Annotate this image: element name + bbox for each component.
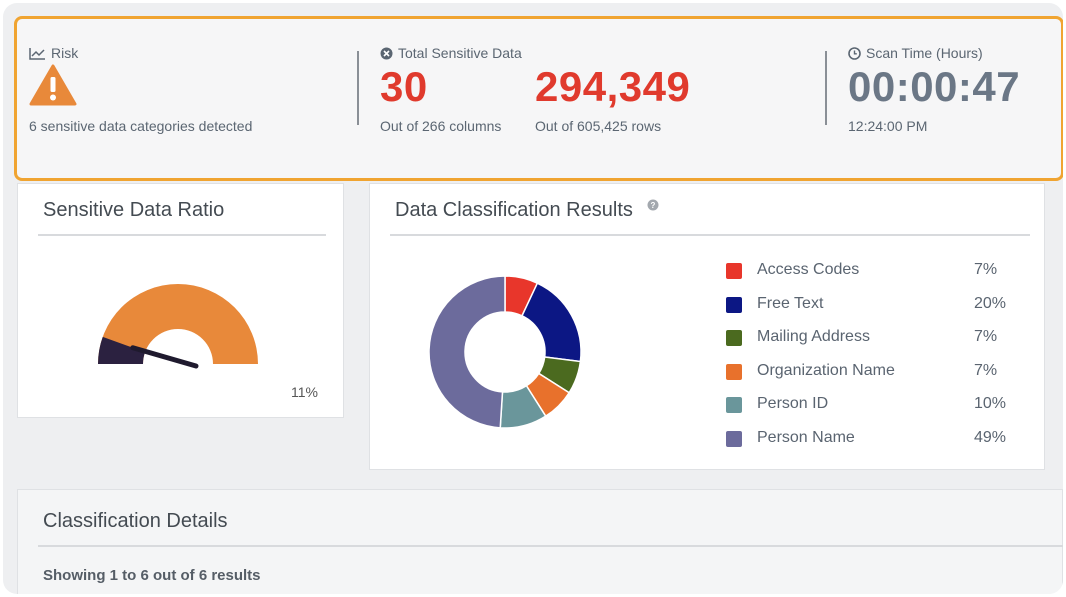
classification-results-card: Data Classification Results ? Access Cod… (369, 183, 1045, 470)
legend-percent: 7% (974, 361, 998, 379)
divider (38, 234, 326, 236)
gauge-track (98, 284, 258, 364)
legend-label: Access Codes (757, 261, 860, 278)
svg-text:?: ? (651, 201, 656, 210)
legend-percent: 20% (974, 294, 1007, 312)
legend-swatch (726, 363, 742, 380)
divider (357, 51, 359, 125)
card-title: Data Classification Results (395, 199, 633, 221)
divider (825, 51, 827, 125)
sensitive-label: Total Sensitive Data (398, 45, 522, 61)
divider (390, 234, 1030, 236)
legend-label: Person Name (757, 428, 855, 446)
legend-item[interactable]: Organization Name 7% (726, 362, 1026, 382)
risk-header: Risk (29, 45, 78, 61)
risk-label: Risk (51, 45, 79, 61)
legend-percent: 10% (974, 395, 1007, 412)
card-title: Classification Details (43, 510, 228, 532)
legend-item[interactable]: Free Text 20% (726, 295, 1026, 315)
scan-time-value: 00:00:47 (848, 63, 1021, 110)
legend-label: Free Text (757, 294, 824, 312)
donut-slice-person-name[interactable] (428, 275, 506, 429)
legend-percent: 7% (974, 261, 998, 278)
classification-details-card: Classification Details Showing 1 to 6 ou… (17, 489, 1063, 594)
legend-swatch (726, 330, 742, 346)
scan-header: Scan Time (Hours) (848, 45, 983, 61)
legend-item[interactable]: Person ID 10% (726, 395, 1026, 415)
legend-label: Mailing Address (757, 328, 870, 345)
legend-swatch (726, 430, 742, 447)
legend-swatch (726, 397, 742, 413)
classification-donut-chart (428, 275, 582, 429)
divider (38, 545, 1063, 547)
legend-percent: 7% (974, 328, 998, 345)
close-circle-icon (380, 47, 393, 59)
legend-label: Organization Name (757, 361, 895, 379)
sensitive-ratio-card: Sensitive Data Ratio 11% (17, 183, 344, 418)
risk-detail: 6 sensitive data categories detected (29, 118, 253, 134)
sensitive-columns-value: 30 (380, 63, 428, 110)
question-circle-icon[interactable]: ? (647, 199, 659, 211)
legend-label: Person ID (757, 395, 829, 412)
clock-icon (848, 46, 861, 60)
card-title: Sensitive Data Ratio (43, 199, 225, 221)
warning-icon (29, 64, 77, 106)
results-count: Showing 1 to 6 out of 6 results (43, 567, 261, 584)
sensitive-header: Total Sensitive Data (380, 45, 522, 61)
ratio-percent: 11% (291, 384, 318, 400)
gauge-needle (130, 345, 199, 369)
scan-clock-time: 12:24:00 PM (848, 118, 928, 134)
ratio-gauge (98, 284, 258, 369)
legend-swatch (726, 296, 742, 313)
legend-swatch (726, 263, 742, 279)
legend-percent: 49% (974, 428, 1007, 446)
legend-item[interactable]: Mailing Address 7% (726, 328, 1026, 348)
sensitive-rows-sub: Out of 605,425 rows (535, 118, 662, 134)
gauge-value-arc (98, 336, 146, 364)
legend-item[interactable]: Person Name 49% (726, 429, 1026, 449)
chart-legend: Access Codes 7% Free Text 20% Mailing Addres… (726, 261, 1026, 451)
sensitive-columns-sub: Out of 266 columns (380, 118, 502, 134)
sensitive-rows-value: 294,349 (535, 63, 691, 110)
legend-item[interactable]: Access Codes 7% (726, 261, 1026, 281)
summary-panel: Risk 6 sensitive data categories detecte… (14, 16, 1063, 181)
dashboard: Risk 6 sensitive data categories detecte… (3, 3, 1063, 594)
scan-label: Scan Time (Hours) (866, 45, 983, 61)
line-chart-icon (29, 47, 45, 60)
